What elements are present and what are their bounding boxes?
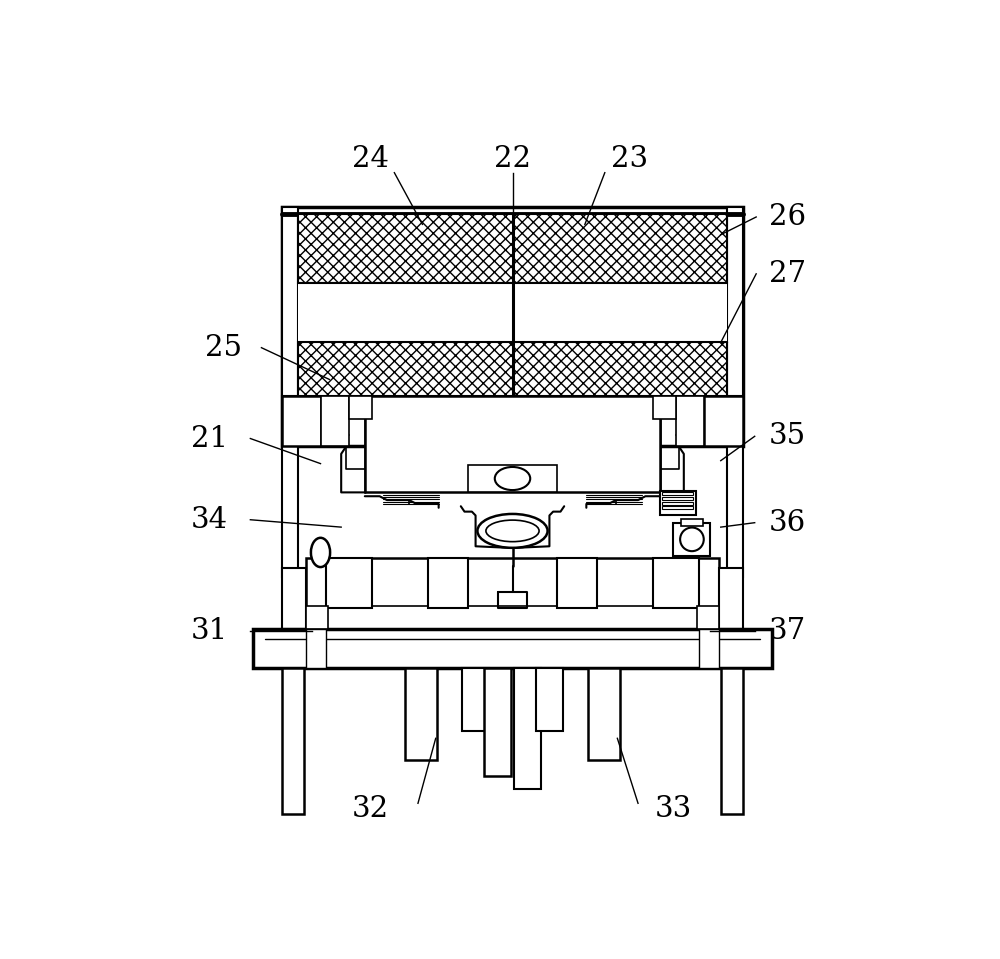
Text: 36: 36 [769,508,806,537]
Bar [719,568,743,629]
Bar [727,207,743,446]
Bar [662,497,693,500]
Bar [468,465,557,492]
Text: 34: 34 [191,505,228,534]
Bar [673,524,710,556]
Text: 26: 26 [769,203,806,231]
Bar [349,396,372,419]
Bar [298,283,727,342]
Bar [306,558,719,629]
Text: 27: 27 [769,260,806,288]
Bar [536,667,563,731]
Bar [282,207,298,446]
Text: 22: 22 [494,146,531,174]
Bar [282,396,321,446]
Text: 35: 35 [769,422,806,451]
Bar [697,606,719,629]
Bar [428,558,468,608]
Bar [704,396,743,446]
Bar [588,667,620,760]
Ellipse shape [311,538,330,567]
Bar [662,506,693,509]
Text: 33: 33 [655,795,692,823]
Ellipse shape [495,467,530,490]
Bar [681,519,703,526]
Bar [653,396,676,419]
Bar [321,396,349,446]
Text: 23: 23 [611,146,648,174]
Bar [721,667,743,814]
Bar [462,667,489,731]
Bar [514,667,541,789]
Bar [282,667,304,814]
Bar [653,558,699,608]
Text: 24: 24 [352,146,389,174]
Bar [727,396,743,577]
Bar [306,606,328,629]
Bar [298,214,727,283]
Ellipse shape [486,520,539,542]
Bar [298,342,727,396]
Bar [282,568,306,629]
Bar [306,629,326,667]
Bar [282,207,743,446]
Text: 37: 37 [769,617,806,644]
Text: 31: 31 [191,617,228,644]
Bar [484,667,511,776]
Bar [282,396,298,577]
Bar [699,629,719,667]
Bar [676,396,704,446]
Bar [326,558,372,608]
Bar [557,558,597,608]
Text: 32: 32 [352,795,389,823]
Bar [365,396,660,492]
Bar [662,502,693,504]
Circle shape [680,527,704,551]
Bar [660,491,696,516]
Text: 25: 25 [205,334,242,362]
Bar [662,492,693,496]
Text: 21: 21 [191,425,228,453]
Bar [405,667,437,760]
Bar [253,629,772,667]
Ellipse shape [477,514,548,548]
